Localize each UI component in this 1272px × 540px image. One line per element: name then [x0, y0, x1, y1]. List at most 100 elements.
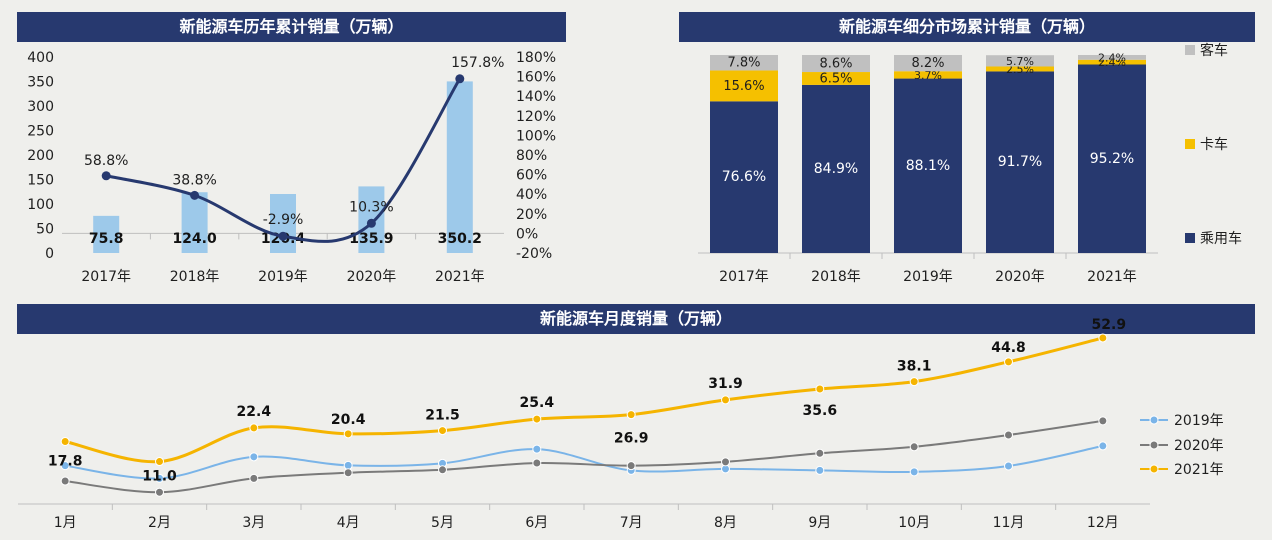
bus-segment	[802, 55, 870, 73]
left-axis-tick-label: 50	[36, 222, 54, 238]
series-2021-point	[815, 384, 825, 394]
bus-segment	[894, 55, 962, 72]
passenger-segment-label: 95.2%	[1090, 151, 1134, 167]
series-2021-point	[721, 395, 730, 405]
x-axis-month-label: 12月	[1087, 515, 1119, 531]
x-axis-month-label: 3月	[242, 515, 265, 531]
cumulative-bar-value-label: 124.0	[172, 231, 217, 247]
series-2020-point	[155, 487, 164, 497]
passenger-segment-label: 88.1%	[906, 158, 950, 174]
series-2019-point	[249, 452, 259, 462]
series-2021-legend-marker	[1149, 464, 1159, 474]
series-2020-point	[1004, 430, 1013, 440]
truck-segment	[986, 66, 1054, 72]
series-2020-point	[438, 465, 447, 475]
series-2019-point	[155, 473, 164, 483]
x-axis-month-label: 5月	[431, 515, 454, 531]
series-2021-point	[60, 436, 70, 446]
x-axis-category-label: 2021年	[435, 269, 485, 285]
x-axis-month-label: 6月	[525, 515, 548, 531]
truck-segment-label: 3.7%	[914, 69, 942, 82]
bus-segment	[710, 55, 778, 71]
cumulative-bar-value-label: 75.8	[89, 231, 124, 247]
series-2021-value-label: 25.4	[520, 395, 555, 411]
growth-rate-point	[190, 190, 200, 200]
series-2021-value-label: 31.9	[708, 376, 743, 392]
segment-chart-title: 新能源车细分市场累计销量（万辆）	[679, 12, 1255, 42]
series-2020-point	[1098, 416, 1108, 426]
growth-rate-line	[105, 77, 462, 243]
x-axis-category-label: 2018年	[811, 269, 861, 285]
growth-rate-label: 38.8%	[172, 172, 216, 188]
growth-rate-label: 157.8%	[451, 55, 504, 71]
series-2020-point	[249, 473, 259, 483]
x-axis-category-label: 2021年	[1087, 269, 1137, 285]
left-axis-tick-label: 200	[27, 148, 54, 164]
truck-segment	[710, 70, 778, 102]
series-2021-value-label: 52.9	[1092, 317, 1127, 333]
passenger-segment-label: 84.9%	[814, 161, 858, 177]
truck-legend-swatch	[1185, 139, 1195, 149]
growth-rate-point	[366, 218, 376, 228]
right-axis-tick-label: 60%	[516, 168, 547, 184]
series-2020-legend-marker	[1149, 440, 1159, 450]
series-2019-line	[65, 444, 1104, 480]
right-axis-tick-label: 0%	[516, 226, 538, 242]
series-2021-value-label: 38.1	[897, 359, 932, 375]
series-2020-line	[65, 419, 1103, 494]
series-2021-point	[626, 410, 636, 420]
truck-legend-label: 卡车	[1200, 136, 1228, 153]
right-axis-tick-label: -20%	[516, 246, 552, 262]
passenger-segment	[802, 84, 870, 253]
x-axis-category-label: 2018年	[170, 269, 220, 285]
left-axis-tick-label: 300	[27, 99, 54, 115]
series-2020-point	[909, 442, 919, 452]
right-axis-tick-label: 180%	[516, 50, 556, 66]
series-2021-point	[909, 377, 919, 387]
left-axis-tick-label: 100	[27, 197, 54, 213]
x-axis-category-label: 2017年	[719, 269, 769, 285]
passenger-segment	[710, 101, 778, 253]
series-2019-point	[60, 461, 70, 471]
left-axis-tick-label: 250	[27, 124, 54, 140]
bus-legend-swatch	[1185, 45, 1195, 55]
right-axis-tick-label: 100%	[516, 128, 556, 144]
series-2020-point	[343, 468, 353, 478]
series-2021-point	[343, 429, 353, 439]
series-2021-line	[64, 336, 1104, 464]
bus-legend-label: 客车	[1200, 42, 1228, 59]
truck-segment	[802, 72, 870, 85]
series-2021-value-label: 35.6	[803, 403, 838, 419]
x-axis-month-label: 9月	[808, 515, 831, 531]
growth-rate-point	[101, 171, 111, 181]
cumulative-bar	[181, 192, 208, 253]
cumulative-bar	[270, 194, 296, 253]
cumulative-bar	[93, 215, 120, 253]
bus-segment-label: 8.6%	[819, 57, 852, 72]
series-2019-point	[909, 467, 919, 477]
monthly-chart-title: 新能源车月度销量（万辆）	[17, 304, 1255, 334]
bus-segment	[1078, 55, 1146, 60]
cumulative-chart-title: 新能源车历年累计销量（万辆）	[17, 12, 566, 42]
series-2021-point	[1004, 357, 1013, 367]
bus-segment-label: 2.4%	[1098, 51, 1126, 64]
passenger-segment	[1078, 64, 1146, 253]
series-2021-value-label: 17.8	[48, 453, 83, 469]
truck-segment-label: 15.6%	[723, 79, 764, 94]
series-2021-value-label: 20.4	[331, 412, 366, 428]
right-axis-tick-label: 20%	[516, 207, 547, 223]
left-axis-tick-label: 0	[45, 246, 54, 262]
x-axis-category-label: 2019年	[258, 269, 308, 285]
series-2021-point	[532, 414, 542, 424]
growth-rate-point	[455, 74, 465, 84]
series-2019-legend-label: 2019年	[1174, 413, 1224, 429]
passenger-legend-label: 乘用车	[1200, 230, 1242, 247]
bus-segment-label: 7.8%	[727, 56, 760, 71]
truck-segment-label: 6.5%	[819, 71, 852, 86]
passenger-segment	[894, 78, 962, 253]
series-2021-value-label: 26.9	[614, 431, 649, 447]
x-axis-category-label: 2020年	[347, 269, 397, 285]
passenger-segment	[986, 71, 1054, 254]
